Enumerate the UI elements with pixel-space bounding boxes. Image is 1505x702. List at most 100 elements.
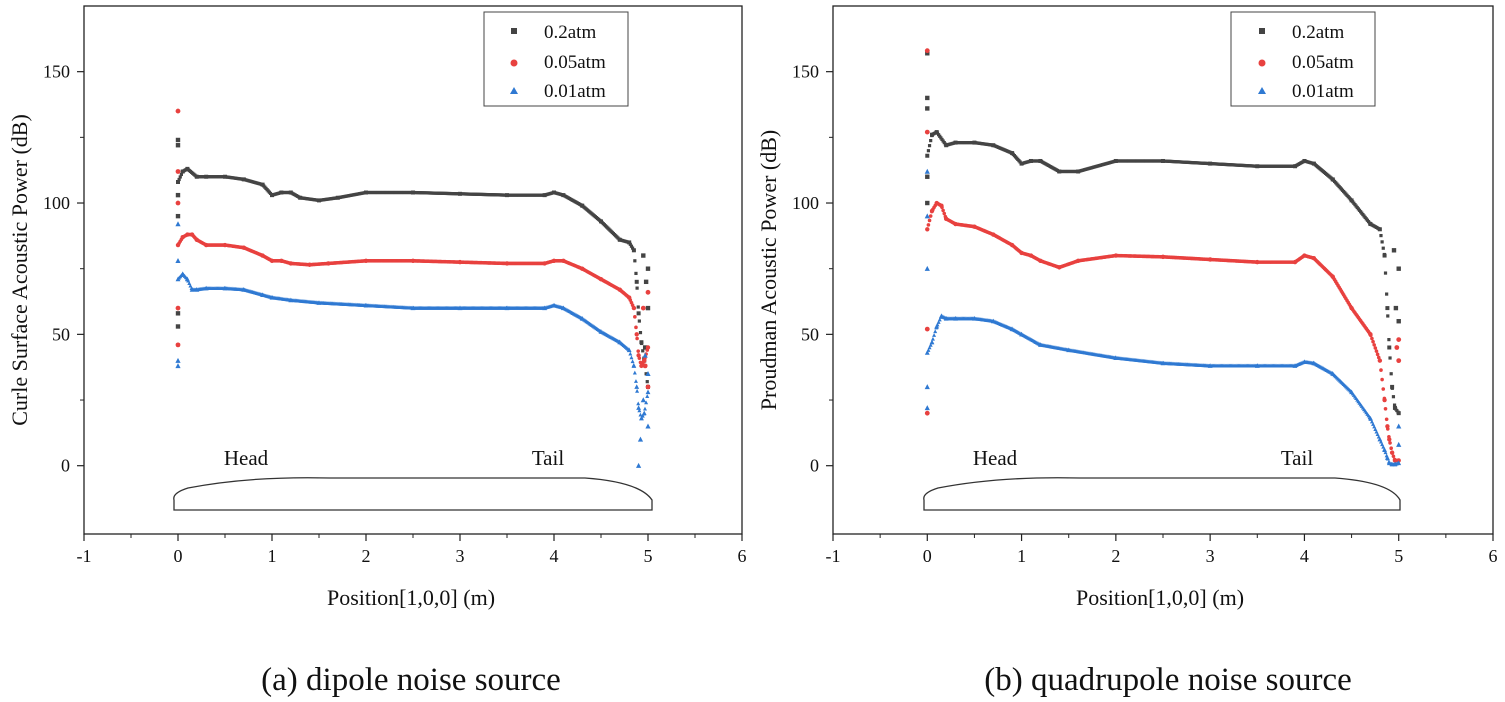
data-point: [1387, 345, 1392, 350]
data-point-outlier: [175, 221, 181, 227]
data-point: [241, 177, 246, 182]
data-point: [175, 242, 181, 248]
data-point: [1292, 363, 1298, 368]
data-point-outlier: [924, 405, 930, 411]
data-point: [1113, 253, 1119, 258]
data-point: [1392, 405, 1397, 410]
legend-marker-0.01atm-b: [1258, 87, 1266, 94]
data-point: [1388, 356, 1392, 360]
data-point: [1076, 169, 1081, 174]
data-point: [634, 384, 640, 389]
data-point: [1349, 305, 1354, 311]
data-point: [641, 410, 647, 416]
caption-a: (a) dipole noise source: [261, 662, 561, 698]
x-tick-label: -1: [826, 546, 841, 566]
legend-marker-0.2atm-a: [511, 28, 517, 34]
data-point: [222, 285, 228, 291]
data-point: [942, 211, 947, 216]
legend-box-b: [1230, 11, 1376, 107]
data-point: [925, 153, 930, 158]
data-point: [189, 232, 195, 237]
data-point: [635, 388, 640, 393]
plot-frame-a: [83, 5, 743, 535]
data-point: [1038, 158, 1043, 163]
series-0.05atm: [175, 108, 651, 390]
train-outline-a: [173, 477, 653, 511]
data-point: [944, 143, 949, 148]
y-tick-label: 0: [61, 456, 70, 476]
data-point: [504, 261, 510, 266]
data-point: [542, 261, 547, 266]
data-point: [1377, 358, 1383, 363]
data-point: [1208, 161, 1213, 166]
annotation-head-a: Head: [224, 446, 269, 470]
data-point: [542, 193, 547, 198]
legend-label-0.05atm-a: 0.05atm: [544, 52, 606, 73]
caption-b: (b) quadrupole noise source: [984, 662, 1351, 698]
data-point: [1385, 292, 1389, 296]
data-point: [631, 363, 637, 368]
data-point: [953, 140, 958, 145]
data-point: [1392, 461, 1398, 467]
data-point-outlier: [637, 436, 644, 442]
data-point-outlier: [641, 253, 646, 258]
data-point: [1302, 359, 1307, 364]
data-point: [185, 232, 190, 237]
annotation-tail-a: Tail: [532, 446, 565, 470]
data-point-outlier: [175, 108, 181, 114]
data-point: [1379, 233, 1383, 238]
data-point: [1075, 258, 1081, 264]
data-point: [1009, 326, 1015, 332]
data-point: [953, 221, 958, 227]
data-point: [185, 276, 190, 282]
series-0.05atm: [924, 48, 1402, 463]
data-point: [633, 315, 637, 319]
legend-marker-0.05atm-a: [510, 59, 518, 67]
data-point-outlier: [925, 200, 930, 206]
data-point: [363, 302, 369, 308]
data-point: [645, 389, 651, 395]
data-point: [636, 305, 640, 309]
y-axis-title-a: Curle Surface Acoustic Power (dB): [7, 114, 32, 426]
x-tick-label: 3: [1206, 546, 1215, 566]
x-tick-label: -1: [77, 546, 92, 566]
data-point: [194, 237, 199, 242]
data-point-outlier: [636, 462, 642, 468]
data-point: [627, 240, 632, 245]
data-point-outlier: [640, 305, 646, 311]
data-point: [1028, 253, 1034, 258]
x-tick-label: 6: [1489, 546, 1498, 566]
data-point-outlier: [924, 129, 930, 135]
x-tick-label: 0: [174, 546, 183, 566]
data-point: [1019, 161, 1024, 166]
data-point: [1392, 403, 1397, 407]
data-point: [943, 315, 949, 321]
data-point-outlier: [642, 363, 648, 369]
data-point-outlier: [924, 265, 930, 271]
data-point: [1009, 242, 1015, 248]
legend-label-0.01atm-b: 0.01atm: [1292, 81, 1354, 102]
data-point: [1349, 389, 1354, 395]
data-point-outlier: [1396, 358, 1402, 364]
y-tick-label: 0: [810, 456, 819, 476]
data-point-outlier: [925, 174, 930, 179]
data-point: [930, 336, 935, 341]
data-point-outlier: [924, 410, 930, 416]
data-point-outlier: [645, 266, 651, 271]
data-point: [1380, 377, 1384, 382]
data-point: [1382, 253, 1387, 258]
data-point: [941, 208, 945, 213]
data-point: [457, 259, 463, 265]
data-point-outlier: [1396, 319, 1401, 324]
data-point: [241, 287, 247, 292]
data-point: [1389, 446, 1393, 450]
data-point: [270, 193, 274, 198]
data-point: [269, 258, 275, 264]
data-point: [635, 286, 639, 290]
data-point: [929, 339, 935, 345]
data-point: [927, 218, 932, 223]
data-point: [1311, 360, 1317, 366]
data-point: [1311, 161, 1316, 166]
data-point: [260, 182, 265, 187]
data-point: [1057, 169, 1062, 174]
